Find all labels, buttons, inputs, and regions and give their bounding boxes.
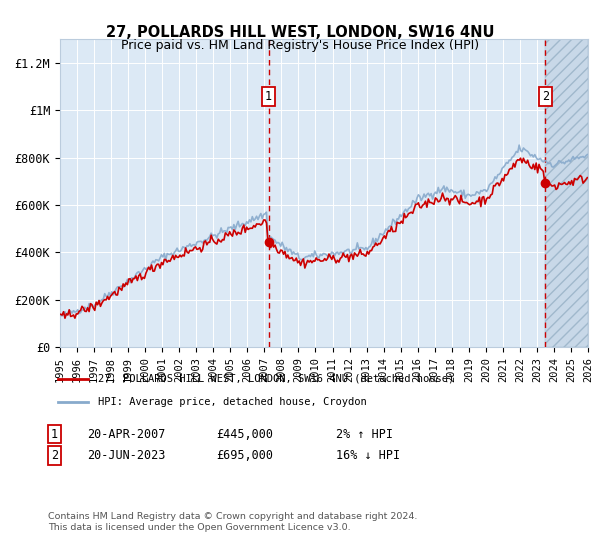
Text: 20-JUN-2023: 20-JUN-2023	[87, 449, 166, 462]
Text: 2: 2	[542, 90, 549, 102]
Text: Contains HM Land Registry data © Crown copyright and database right 2024.
This d: Contains HM Land Registry data © Crown c…	[48, 512, 418, 532]
Text: £695,000: £695,000	[216, 449, 273, 462]
Bar	[545, 39, 588, 347]
Text: £445,000: £445,000	[216, 427, 273, 441]
Text: 1: 1	[265, 90, 272, 102]
Text: 16% ↓ HPI: 16% ↓ HPI	[336, 449, 400, 462]
Text: 2: 2	[51, 449, 58, 462]
Text: 2% ↑ HPI: 2% ↑ HPI	[336, 427, 393, 441]
Text: 27, POLLARDS HILL WEST, LONDON, SW16 4NU (detached house): 27, POLLARDS HILL WEST, LONDON, SW16 4NU…	[98, 374, 455, 384]
Text: 27, POLLARDS HILL WEST, LONDON, SW16 4NU: 27, POLLARDS HILL WEST, LONDON, SW16 4NU	[106, 25, 494, 40]
Text: Price paid vs. HM Land Registry's House Price Index (HPI): Price paid vs. HM Land Registry's House …	[121, 39, 479, 52]
Text: 1: 1	[51, 427, 58, 441]
Text: HPI: Average price, detached house, Croydon: HPI: Average price, detached house, Croy…	[98, 397, 367, 407]
Text: 20-APR-2007: 20-APR-2007	[87, 427, 166, 441]
